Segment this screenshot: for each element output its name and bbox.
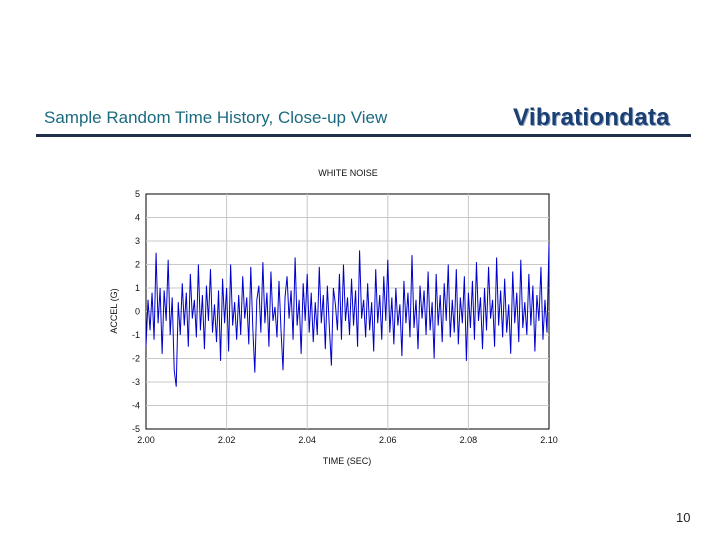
y-tick-label: 4 — [135, 213, 140, 223]
brand-logo: Vibrationdata — [513, 104, 670, 131]
x-tick-label: 2.04 — [298, 435, 316, 445]
y-axis-label: ACCEL (G) — [109, 288, 119, 333]
x-tick-label: 2.00 — [137, 435, 155, 445]
y-tick-label: 5 — [135, 189, 140, 199]
x-tick-label: 2.10 — [540, 435, 558, 445]
y-tick-label: -3 — [132, 377, 140, 387]
y-tick-label: 3 — [135, 236, 140, 246]
y-tick-label: 1 — [135, 283, 140, 293]
x-axis-label: TIME (SEC) — [323, 456, 372, 466]
grid-layer — [146, 194, 549, 429]
signal-line — [145, 243, 550, 387]
title-divider — [36, 134, 691, 137]
x-tick-label: 2.02 — [218, 435, 236, 445]
y-tick-label: -1 — [132, 330, 140, 340]
y-tick-label: 0 — [135, 307, 140, 317]
x-tick-label: 2.06 — [379, 435, 397, 445]
y-tick-label: -5 — [132, 424, 140, 434]
tick-layer: 2.00 2.02 2.04 2.06 2.08 2.10 5 4 3 2 1 0 -1 -2 -3 -4 -5 — [132, 189, 558, 445]
y-tick-label: -2 — [132, 354, 140, 364]
y-tick-label: 2 — [135, 260, 140, 270]
page-number: 10 — [676, 510, 691, 525]
slide-title: Sample Random Time History, Close-up Vie… — [44, 108, 388, 127]
y-tick-label: -4 — [132, 401, 140, 411]
chart-title: WHITE NOISE — [318, 168, 378, 178]
x-tick-label: 2.08 — [460, 435, 478, 445]
